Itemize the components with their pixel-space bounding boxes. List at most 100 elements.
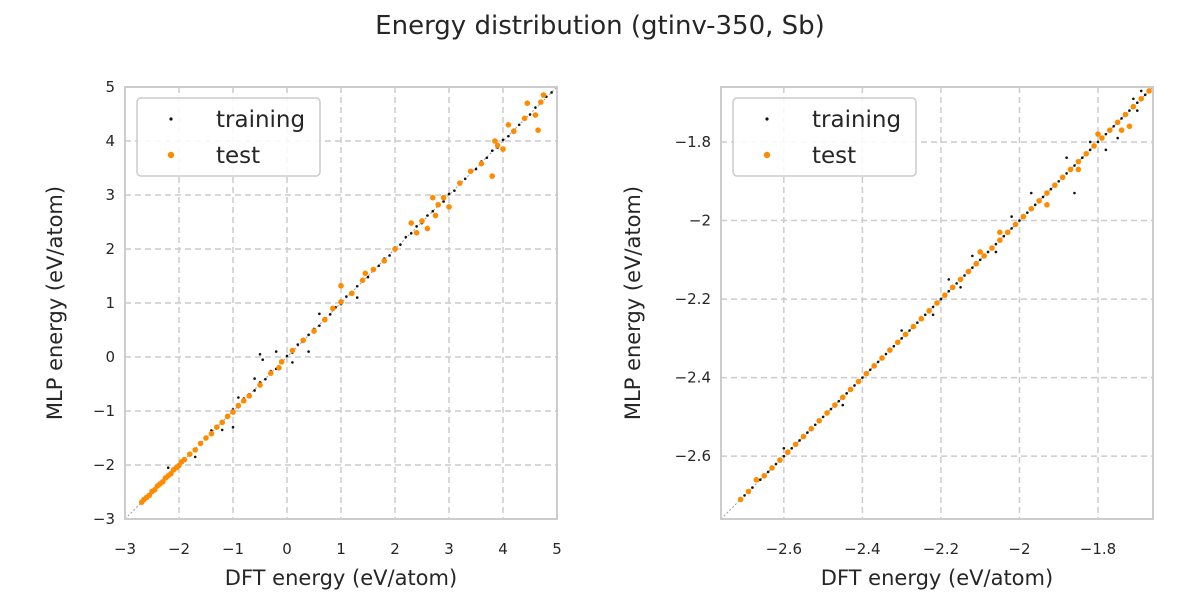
test-point <box>894 339 901 346</box>
training-point <box>829 407 833 411</box>
training-point <box>751 486 754 489</box>
training-point <box>1057 179 1061 183</box>
test-point <box>435 201 442 208</box>
test-point <box>276 365 282 371</box>
test-point <box>824 410 830 416</box>
test-point <box>392 246 398 252</box>
training-point <box>782 447 786 450</box>
x-tick-label: 2 <box>390 540 400 558</box>
plot-frame <box>720 86 1154 520</box>
test-point <box>370 266 377 273</box>
test-point <box>203 435 209 441</box>
test-point <box>977 249 983 255</box>
training-point <box>1096 140 1100 144</box>
test-point <box>187 451 193 458</box>
training-point <box>774 462 778 466</box>
test-point <box>419 218 425 224</box>
training-point <box>868 368 872 372</box>
training-point <box>821 415 825 419</box>
training-point <box>507 134 510 138</box>
test-point <box>1012 221 1019 228</box>
training-point <box>837 399 841 403</box>
training-legend-marker <box>765 117 769 121</box>
training-point <box>916 321 919 324</box>
test-point <box>440 194 447 201</box>
training-point <box>766 470 770 474</box>
test-point <box>214 424 220 431</box>
training-point <box>813 423 817 427</box>
x-tick-label: 4 <box>498 540 508 558</box>
y-tick-label: 0 <box>105 348 115 366</box>
training-point <box>841 403 845 407</box>
test-point <box>1126 123 1133 130</box>
test-point <box>1083 150 1090 157</box>
training-point <box>1143 93 1147 97</box>
training-point <box>231 425 235 429</box>
test-point <box>192 447 198 453</box>
training-point <box>1029 191 1033 195</box>
y-tick-label: −1.8 <box>675 133 711 151</box>
x-tick-label: −2.4 <box>844 540 880 558</box>
test-point <box>808 425 815 432</box>
test-point <box>1114 119 1121 126</box>
test-legend-marker <box>763 151 771 159</box>
test-point <box>1075 158 1082 165</box>
x-axis-label: DFT energy (eV/atom) <box>225 566 457 590</box>
y-axis-label: MLP energy (eV/atom) <box>43 186 67 420</box>
test-point <box>761 473 767 479</box>
x-tick-label: −1.8 <box>1080 540 1116 558</box>
test-point <box>989 245 995 251</box>
training-point <box>463 177 467 181</box>
x-tick-label: −2.6 <box>766 540 802 558</box>
training-point <box>1073 164 1076 167</box>
training-point <box>845 392 848 395</box>
training-point <box>485 156 489 160</box>
training-point <box>237 396 240 399</box>
test-point <box>181 456 188 463</box>
training-point <box>377 264 381 268</box>
test-point <box>973 260 980 267</box>
test-point <box>219 419 225 426</box>
y-tick-label: 4 <box>105 132 115 150</box>
training-point <box>931 313 935 317</box>
training-point <box>550 91 553 94</box>
x-axis-label: DFT energy (eV/atom) <box>821 566 1053 590</box>
training-point <box>790 447 793 450</box>
training-point <box>743 494 746 497</box>
training-point <box>1033 203 1037 207</box>
training-point <box>1049 187 1053 191</box>
training-point <box>1088 148 1092 152</box>
test-point <box>289 347 296 354</box>
training-point <box>253 389 256 392</box>
training-point <box>1139 89 1143 93</box>
test-point <box>1004 229 1011 236</box>
x-tick-label: 5 <box>552 540 562 558</box>
test-point <box>362 270 369 277</box>
training-point <box>1116 136 1119 140</box>
x-tick-label: −3 <box>114 540 136 558</box>
figure-title: Energy distribution (gtinv-350, Sb) <box>375 11 825 41</box>
test-point <box>1122 111 1129 118</box>
y-tick-label: 5 <box>105 78 115 96</box>
training-point <box>388 254 391 257</box>
training-point <box>307 333 310 337</box>
test-point <box>855 378 862 385</box>
training-point <box>923 313 927 317</box>
training-point <box>798 439 801 442</box>
training-point <box>517 123 521 127</box>
test-point <box>338 282 344 289</box>
test-point <box>524 100 531 106</box>
y-tick-label: 2 <box>105 240 115 258</box>
training-point <box>447 192 451 196</box>
test-point <box>1099 135 1105 141</box>
legend-box <box>136 97 321 177</box>
training-point <box>1135 109 1139 112</box>
test-point <box>278 359 285 365</box>
training-point <box>1026 211 1029 214</box>
training-point <box>274 350 278 353</box>
training-point <box>1128 109 1131 112</box>
training-point <box>328 313 332 316</box>
test-point <box>1044 202 1050 208</box>
test-point <box>1130 103 1137 110</box>
test-point <box>1067 166 1074 173</box>
